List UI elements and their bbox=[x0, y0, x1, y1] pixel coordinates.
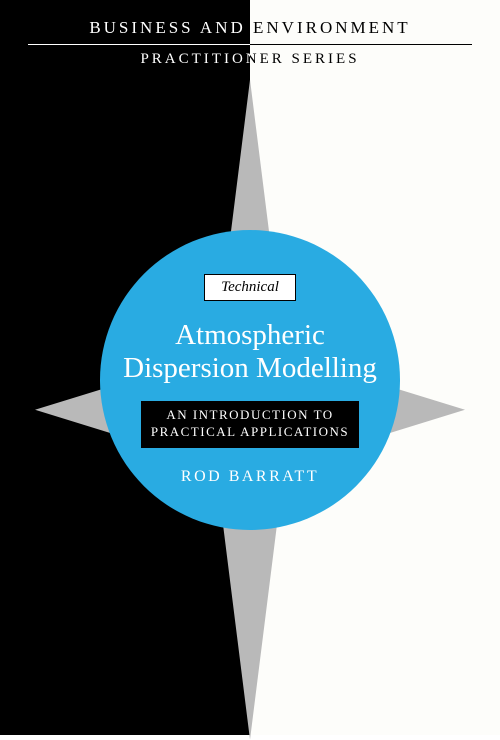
title-circle: Technical Atmospheric Dispersion Modelli… bbox=[100, 230, 400, 530]
title-line1: Atmospheric bbox=[123, 319, 377, 352]
subtitle-line1: AN INTRODUCTION TO bbox=[151, 407, 349, 424]
author-name: ROD BARRATT bbox=[181, 468, 319, 486]
header-rule bbox=[250, 44, 472, 45]
series-title-line2: PRACTITIONER SERIES bbox=[250, 51, 500, 68]
technical-badge: Technical bbox=[204, 274, 296, 301]
series-title-line2: PRACTITIONER SERIES bbox=[0, 51, 250, 68]
subtitle-line2: PRACTICAL APPLICATIONS bbox=[151, 424, 349, 441]
series-title-line1: BUSINESS AND ENVIRONMENT bbox=[250, 18, 500, 38]
title-line2: Dispersion Modelling bbox=[123, 352, 377, 385]
book-cover: BUSINESS AND ENVIRONMENT PRACTITIONER SE… bbox=[0, 0, 500, 735]
subtitle-box: AN INTRODUCTION TO PRACTICAL APPLICATION… bbox=[141, 401, 359, 448]
header-rule bbox=[28, 44, 250, 45]
book-title: Atmospheric Dispersion Modelling bbox=[123, 319, 377, 386]
series-title-line1: BUSINESS AND ENVIRONMENT bbox=[0, 18, 250, 38]
